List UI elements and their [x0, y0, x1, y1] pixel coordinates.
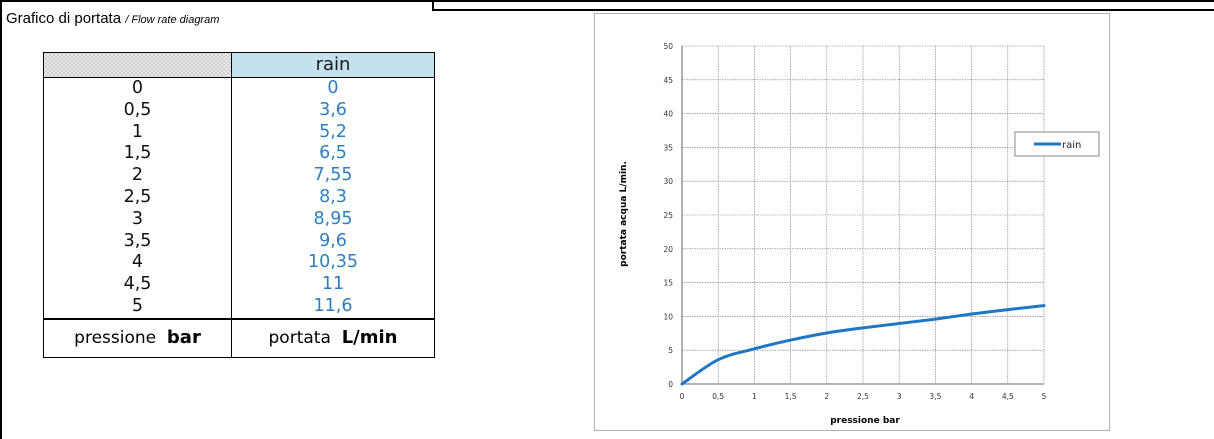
y-tick-label: 30	[663, 177, 673, 186]
flow-cell: 6,5	[319, 143, 347, 164]
table-row: 5 11,6	[44, 295, 434, 318]
frame-top-border	[0, 0, 1214, 2]
footer-pressure-label: pressione bar	[44, 319, 232, 357]
chart-ticks: 0 0,5 1 1,5 2 2,5 3 3,5 4 4,5 50510152025303540455…	[663, 42, 1046, 401]
pressure-cell: 4	[44, 252, 232, 275]
x-axis-label: pressione bar	[830, 416, 900, 426]
y-tick-label: 10	[663, 312, 673, 321]
flow-cell: 8,3	[319, 186, 347, 207]
footer-flow-text: portata	[268, 327, 331, 348]
pressure-cell: 3,5	[44, 230, 232, 253]
y-tick-label: 40	[663, 110, 673, 119]
frame-left-border	[0, 0, 2, 439]
table-row: 4,5 11	[44, 274, 434, 296]
x-tick-label: 1	[752, 392, 757, 401]
pressure-cell: 1,5	[44, 143, 232, 166]
y-axis-label: portata acqua L/min.	[619, 161, 629, 267]
pressure-cell: 1	[44, 121, 232, 144]
x-tick-label: 0,5	[712, 392, 724, 401]
flow-cell: 8,95	[313, 208, 353, 229]
y-tick-label: 15	[663, 279, 673, 288]
flow-cell: 10,35	[307, 252, 359, 273]
x-tick-label: 2,5	[857, 392, 869, 401]
table-row: 1 5,2	[44, 121, 434, 144]
x-tick-label: 0	[680, 392, 685, 401]
pressure-cell: 2,5	[44, 186, 232, 209]
flow-rate-table: rain 0 0 0,5 3,6 1 5,2 1,5 6,5 2 7,55 2,5 8,3 3 8,95 3…	[43, 52, 435, 358]
x-tick-label: 2	[824, 392, 829, 401]
x-tick-label: 4	[969, 392, 974, 401]
x-tick-label: 5	[1042, 392, 1047, 401]
y-tick-label: 25	[663, 211, 673, 220]
pressure-cell: 2	[44, 165, 232, 187]
y-tick-label: 5	[668, 346, 673, 355]
y-tick-label: 0	[668, 380, 673, 389]
chart-svg: 0 0,5 1 1,5 2 2,5 3 3,5 4 4,5 50510152025303540455…	[619, 42, 1100, 426]
x-tick-label: 3	[897, 392, 902, 401]
y-tick-label: 20	[663, 245, 673, 254]
table-header-row: rain	[43, 52, 435, 77]
footer-flow-label: portata L/min	[232, 320, 434, 357]
table-row: 2,5 8,3	[44, 186, 434, 209]
x-tick-label: 3,5	[929, 392, 941, 401]
frame-rule	[434, 9, 1214, 11]
pressure-cell: 0,5	[44, 99, 232, 122]
y-tick-label: 35	[663, 143, 673, 152]
pressure-cell: 5	[44, 295, 232, 318]
pressure-cell: 4,5	[44, 274, 232, 296]
flow-cell: 9,6	[319, 230, 347, 251]
table-row: 3 8,95	[44, 208, 434, 231]
table-footer-row: pressione bar portata L/min	[43, 317, 435, 358]
heading-title: Grafico di portata	[6, 10, 122, 27]
frame-divider-tick	[432, 0, 434, 11]
table-row: 0,5 3,6	[44, 99, 434, 122]
table-row: 1,5 6,5	[44, 143, 434, 166]
flow-cell: 7,55	[313, 165, 353, 186]
flow-cell: 0	[327, 78, 339, 98]
heading-subtitle: / Flow rate diagram	[125, 14, 220, 26]
chart-grid	[681, 45, 1045, 385]
footer-pressure-unit: bar	[166, 326, 201, 348]
flow-cell: 11	[321, 274, 345, 295]
flow-cell: 5,2	[319, 121, 347, 142]
y-tick-label: 45	[663, 76, 673, 85]
table-body: 0 0 0,5 3,6 1 5,2 1,5 6,5 2 7,55 2,5 8,3 3 8,95 3,5 9,6…	[43, 77, 435, 318]
pressure-cell: 3	[44, 208, 232, 231]
series-line-rain	[680, 304, 1046, 386]
y-tick-label: 50	[663, 42, 673, 51]
legend-label-rain: rain	[1062, 140, 1081, 151]
footer-flow-unit: L/min	[341, 326, 398, 348]
flow-cell: 11,6	[313, 295, 353, 316]
flow-rate-chart: 0 0,5 1 1,5 2 2,5 3 3,5 4 4,5 5 0 5 10 15 20 25 30 35 40 45 5…	[594, 13, 1110, 431]
table-header-hatched-cell	[44, 53, 232, 77]
table-row: 3,5 9,6	[44, 230, 434, 253]
chart-series	[680, 304, 1046, 386]
chart-legend: rain	[1014, 131, 1100, 157]
x-tick-label: 4,5	[1002, 392, 1014, 401]
flow-cell: 3,6	[319, 99, 347, 120]
pressure-cell: 0	[44, 78, 232, 100]
footer-pressure-text: pressione	[74, 327, 157, 348]
section-heading: Grafico di portata / Flow rate diagram	[6, 10, 219, 27]
table-row: 2 7,55	[44, 165, 434, 187]
table-row: 4 10,35	[44, 252, 434, 275]
table-header-rain: rain	[232, 53, 434, 77]
x-tick-label: 1,5	[785, 392, 797, 401]
